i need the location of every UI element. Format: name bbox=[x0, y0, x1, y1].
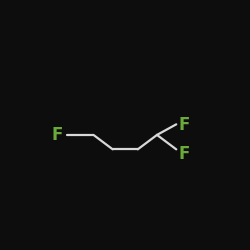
Text: F: F bbox=[51, 126, 62, 144]
Text: F: F bbox=[178, 116, 190, 134]
Text: F: F bbox=[178, 145, 190, 163]
